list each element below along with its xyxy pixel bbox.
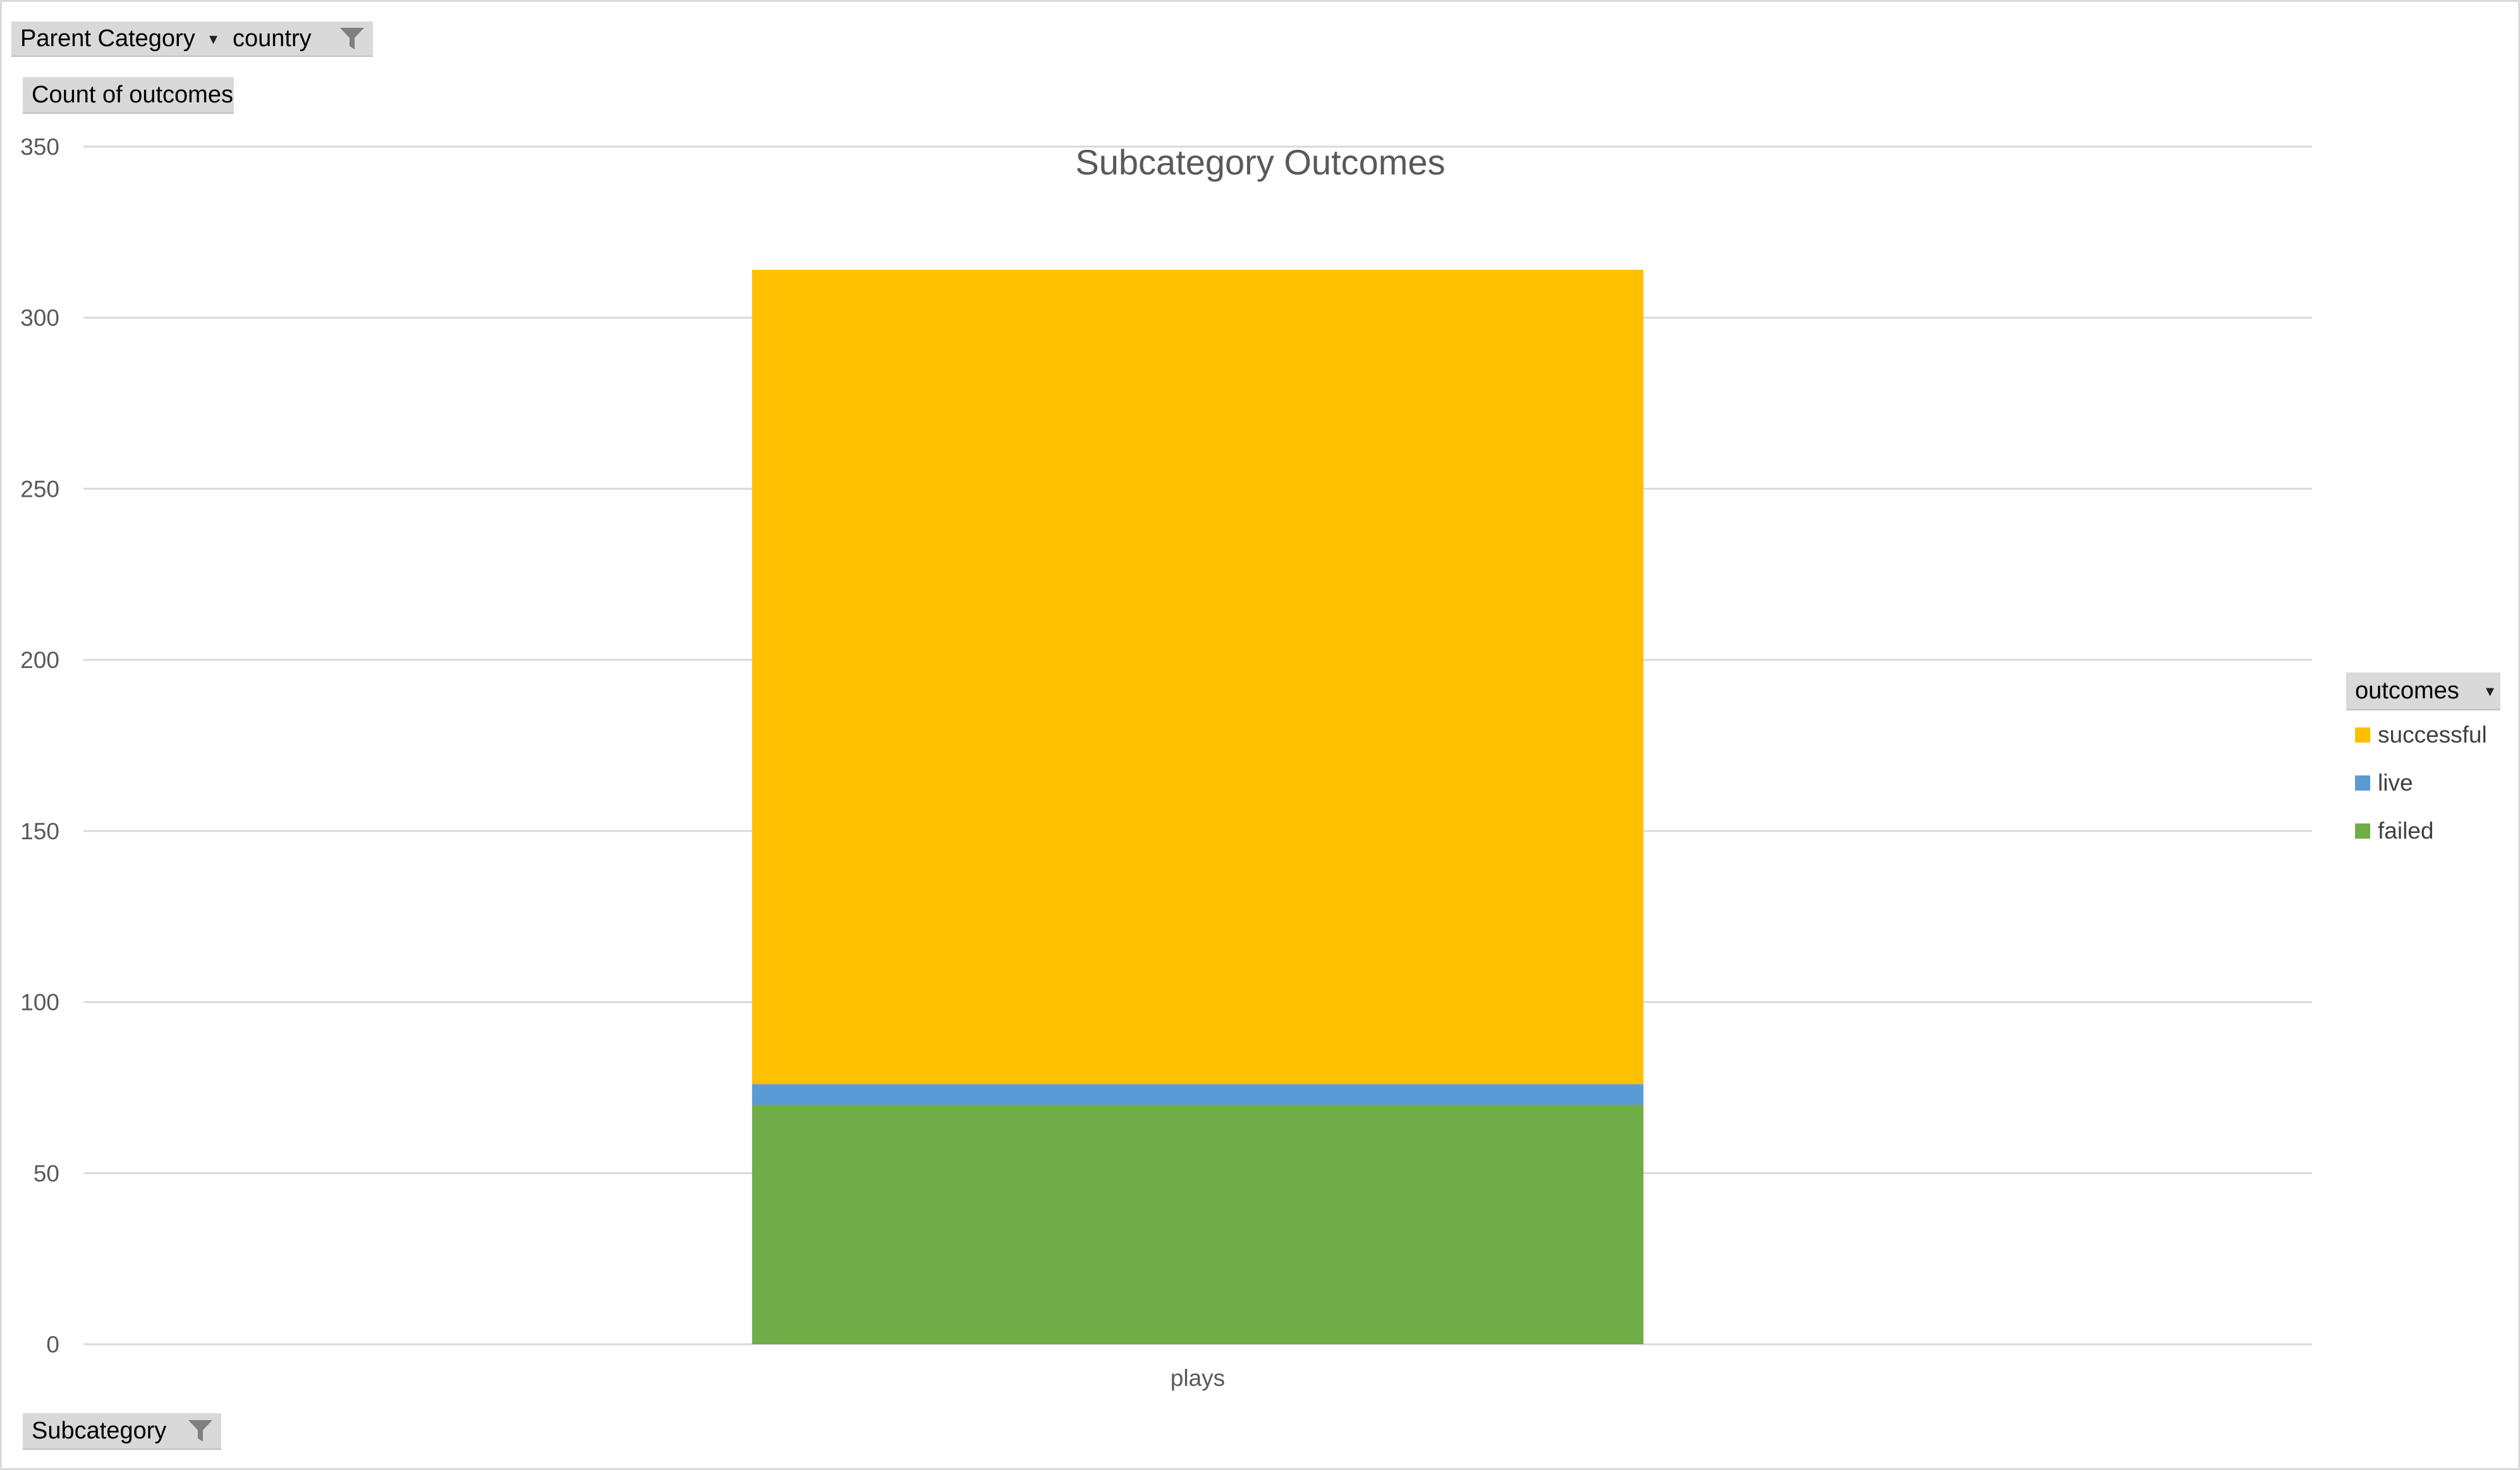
y-tick-label: 250 xyxy=(20,476,59,502)
legend-swatch-failed xyxy=(2355,823,2370,839)
y-tick-label: 300 xyxy=(20,305,59,331)
legend-label-live: live xyxy=(2378,770,2413,796)
legend-swatch-successful xyxy=(2355,727,2370,743)
country-label: country xyxy=(233,25,312,52)
bar-segment-successful[interactable] xyxy=(752,269,1644,1084)
legend-item-successful: successful xyxy=(2355,722,2487,748)
parent-category-label: Parent Category xyxy=(20,25,195,52)
value-field-label: Count of outcomes xyxy=(32,81,233,108)
legend-item-live: live xyxy=(2355,770,2413,796)
y-tick-label: 350 xyxy=(20,134,59,160)
bar-segment-live[interactable] xyxy=(752,1084,1644,1105)
legend-label-successful: successful xyxy=(2378,722,2487,748)
outcomes-legend-filter-button[interactable]: outcomes ▾ xyxy=(2346,672,2500,710)
bar-segment-failed[interactable] xyxy=(752,1105,1644,1344)
count-of-outcomes-value-button[interactable]: Count of outcomes xyxy=(23,77,234,114)
legend-label-failed: failed xyxy=(2378,818,2434,844)
y-tick-label: 150 xyxy=(20,818,59,844)
y-axis-tick-labels: 0 50 100 150 200 250 300 350 xyxy=(20,134,59,1358)
dropdown-arrow-icon: ▾ xyxy=(2485,681,2494,700)
stacked-bars xyxy=(752,269,1644,1344)
y-tick-label: 50 xyxy=(33,1160,59,1186)
country-filter-button[interactable]: country xyxy=(224,21,373,57)
y-tick-label: 100 xyxy=(20,990,59,1016)
filter-icon xyxy=(188,1420,212,1442)
parent-category-filter-button[interactable]: Parent Category ▾ xyxy=(11,21,224,57)
y-tick-label: 200 xyxy=(20,647,59,673)
chart-title: Subcategory Outcomes xyxy=(1075,142,1445,182)
dropdown-arrow-icon: ▾ xyxy=(209,28,217,48)
legend-field-label: outcomes xyxy=(2355,677,2459,704)
subcategory-axis-filter-button[interactable]: Subcategory xyxy=(23,1413,221,1450)
x-axis-category-labels: plays xyxy=(1171,1365,1225,1391)
legend-swatch-live xyxy=(2355,775,2370,791)
y-tick-label: 0 xyxy=(46,1332,59,1358)
subcategory-label: Subcategory xyxy=(32,1417,167,1444)
filter-icon xyxy=(340,28,364,49)
x-category-label: plays xyxy=(1171,1365,1225,1391)
legend-item-failed: failed xyxy=(2355,818,2433,844)
